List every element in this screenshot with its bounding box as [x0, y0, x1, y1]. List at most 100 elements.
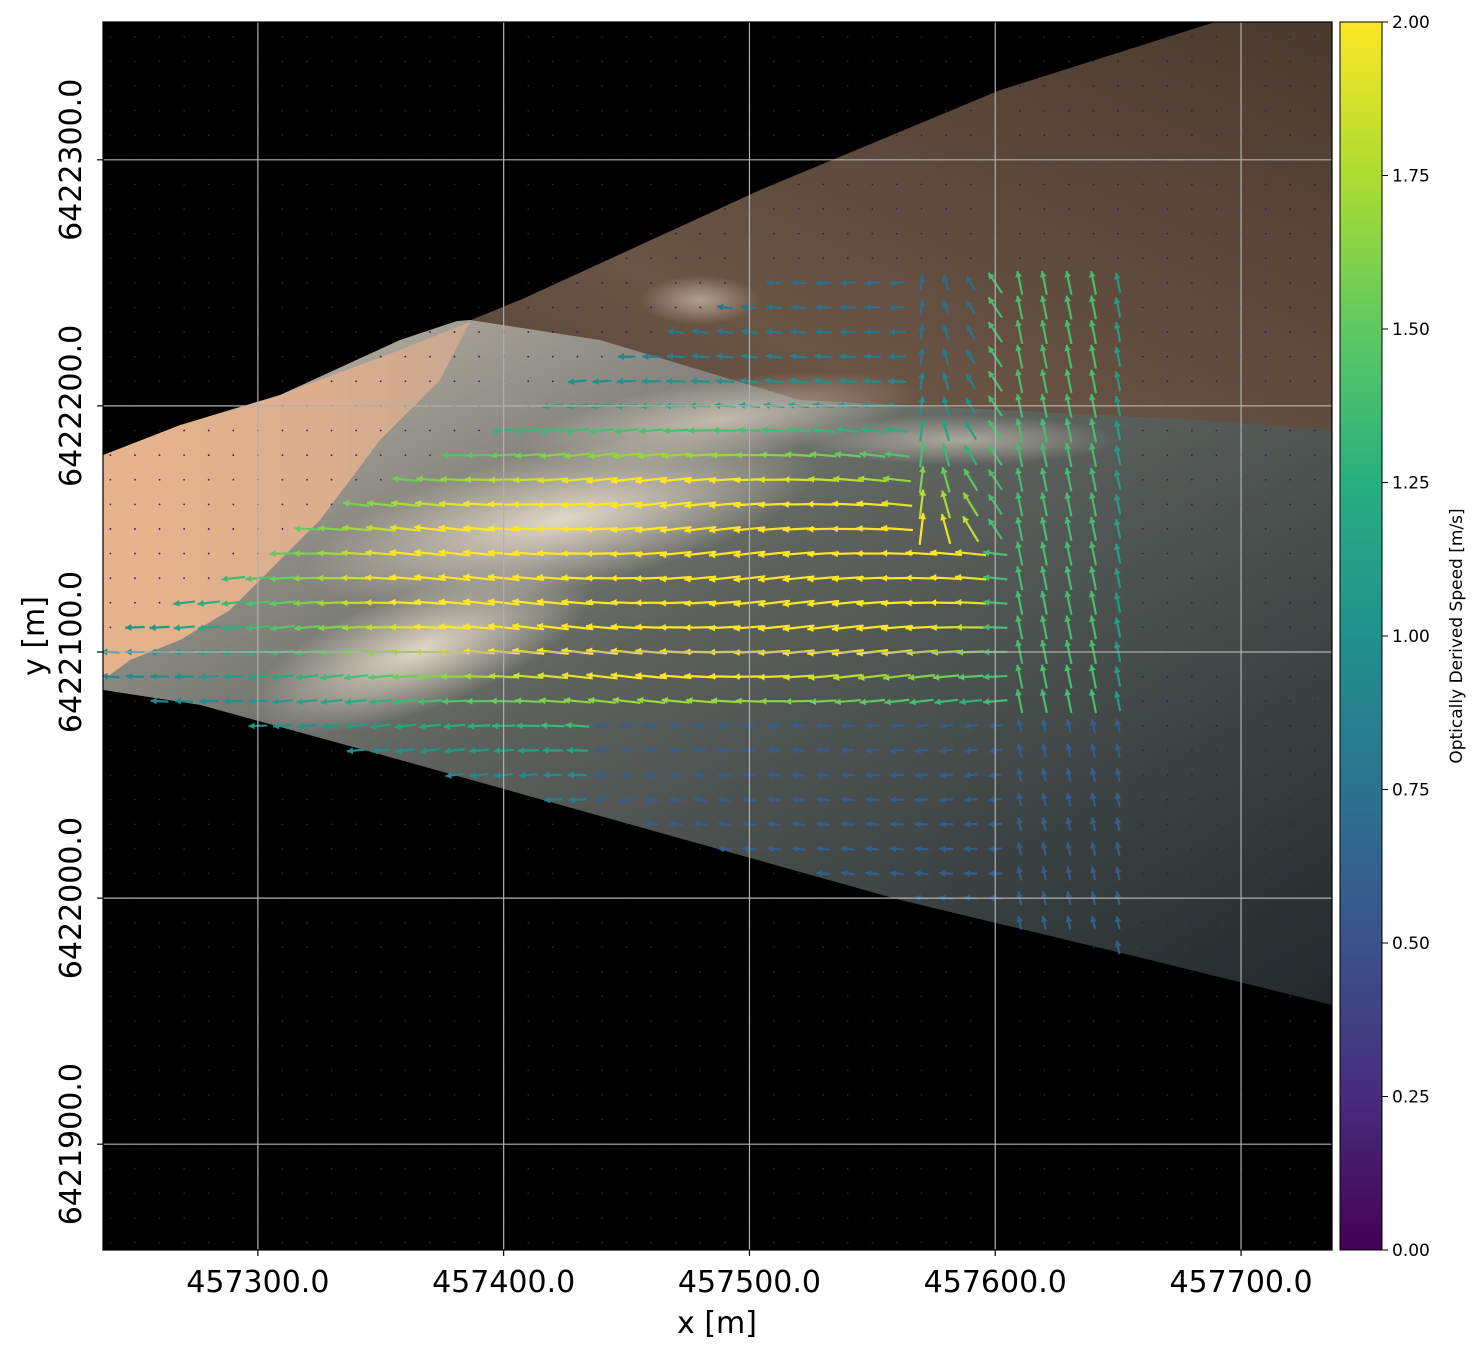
- vector-arrow-head: [782, 500, 789, 508]
- vector-arrow: [1092, 60, 1095, 63]
- vector-arrow: [1313, 380, 1316, 383]
- vector-arrow-head: [939, 820, 946, 828]
- vector-arrow: [453, 1069, 456, 1072]
- vector-arrow: [896, 109, 898, 112]
- vector-arrow: [232, 281, 235, 284]
- vector-arrow: [945, 1020, 947, 1023]
- vector-arrow-head: [269, 550, 276, 558]
- vector-arrow-head: [1039, 295, 1047, 303]
- vector-arrow: [158, 306, 161, 309]
- vector-arrow: [945, 1069, 947, 1072]
- vector-arrow-head: [686, 452, 693, 460]
- vector-arrow: [1117, 232, 1120, 235]
- vector-arrow: [699, 1069, 702, 1072]
- vector-arrow-head: [199, 697, 206, 705]
- vector-arrow-head: [512, 598, 519, 606]
- vector-arrow-head: [320, 698, 328, 706]
- vector-arrow-head: [942, 299, 949, 307]
- vector-arrow: [1117, 60, 1120, 63]
- vector-arrow-head: [1039, 492, 1047, 500]
- vector-arrow: [551, 281, 554, 284]
- vector-arrow: [1215, 1094, 1218, 1096]
- vector-arrow-head: [539, 697, 546, 705]
- vector-arrow: [1190, 1167, 1193, 1170]
- vector-arrow-head: [909, 698, 916, 706]
- vector-arrow-head: [813, 377, 821, 385]
- vector-arrow: [1068, 1118, 1070, 1121]
- vector-arrow: [1190, 577, 1193, 580]
- vector-arrow-head: [438, 548, 445, 556]
- vector-arrow: [674, 1069, 677, 1072]
- vector-arrow: [232, 208, 235, 210]
- vector-arrow: [896, 1044, 898, 1047]
- vector-arrow: [281, 823, 284, 826]
- vector-arrow: [1313, 109, 1316, 112]
- vector-arrow-head: [865, 869, 872, 877]
- vector-arrow-head: [395, 747, 403, 755]
- vector-arrow: [576, 1192, 579, 1195]
- vector-arrow: [134, 847, 136, 850]
- vector-arrow-head: [346, 722, 353, 730]
- vector-arrow-head: [983, 598, 990, 606]
- vector-arrow: [1018, 995, 1021, 998]
- vector-arrow: [109, 528, 112, 530]
- vector-arrow-head: [939, 771, 946, 779]
- vector-arrow: [207, 109, 210, 112]
- vector-arrow: [773, 1241, 775, 1244]
- vector-arrow: [306, 85, 308, 87]
- vector-arrow: [1264, 1118, 1267, 1121]
- vector-arrow: [650, 331, 653, 333]
- vector-arrow: [699, 208, 702, 210]
- vector-arrow: [945, 60, 947, 63]
- vector-arrow: [650, 232, 653, 235]
- vector-arrow: [625, 232, 628, 235]
- vector-arrow: [453, 134, 456, 137]
- vector-arrow: [674, 1118, 677, 1121]
- vector-arrow: [1018, 232, 1021, 235]
- vector-arrow-head: [880, 549, 888, 557]
- vector-arrow-head: [469, 771, 477, 779]
- vector-arrow-head: [490, 452, 497, 459]
- vector-arrow: [134, 971, 136, 973]
- vector-arrow-head: [791, 796, 799, 804]
- vector-arrow: [207, 1020, 210, 1023]
- vector-arrow-head: [831, 525, 838, 533]
- vector-arrow-head: [791, 845, 799, 853]
- vector-arrow-head: [293, 549, 300, 557]
- vector-arrow: [158, 183, 161, 186]
- vector-arrow-head: [566, 746, 573, 754]
- vector-arrow: [625, 257, 628, 260]
- vector-arrow: [404, 429, 407, 432]
- vector-arrow-head: [1114, 792, 1122, 800]
- vector-arrow-head: [767, 820, 774, 828]
- vector-arrow: [109, 60, 112, 63]
- vector-arrow-head: [512, 647, 519, 655]
- vector-arrow: [1043, 1192, 1046, 1195]
- vector-arrow: [1289, 798, 1292, 801]
- vector-arrow-head: [940, 514, 947, 521]
- vector-arrow: [945, 85, 947, 87]
- vector-arrow: [404, 872, 407, 875]
- vector-arrow: [1289, 946, 1292, 949]
- vector-arrow: [306, 454, 308, 457]
- vector-arrow: [723, 1118, 726, 1121]
- vector-arrow: [453, 380, 456, 383]
- vector-arrow-head: [342, 500, 350, 507]
- vector-arrow: [232, 528, 235, 530]
- vector-arrow-head: [840, 869, 848, 877]
- vector-arrow: [969, 995, 972, 998]
- vector-arrow: [797, 872, 800, 875]
- vector-arrow-head: [966, 325, 973, 333]
- vector-arrow-head: [762, 426, 769, 434]
- vector-arrow: [1141, 823, 1144, 826]
- vector-arrow: [601, 306, 603, 309]
- vector-arrow-head: [463, 573, 470, 581]
- vector-arrow: [379, 454, 382, 457]
- vector-arrow: [625, 823, 628, 826]
- vector-arrow-head: [586, 477, 593, 485]
- vector-arrow: [576, 1217, 579, 1219]
- vector-arrow-head: [585, 574, 593, 582]
- vector-arrow: [674, 183, 677, 186]
- vector-arrow: [797, 1217, 800, 1219]
- vector-arrow: [158, 1118, 161, 1121]
